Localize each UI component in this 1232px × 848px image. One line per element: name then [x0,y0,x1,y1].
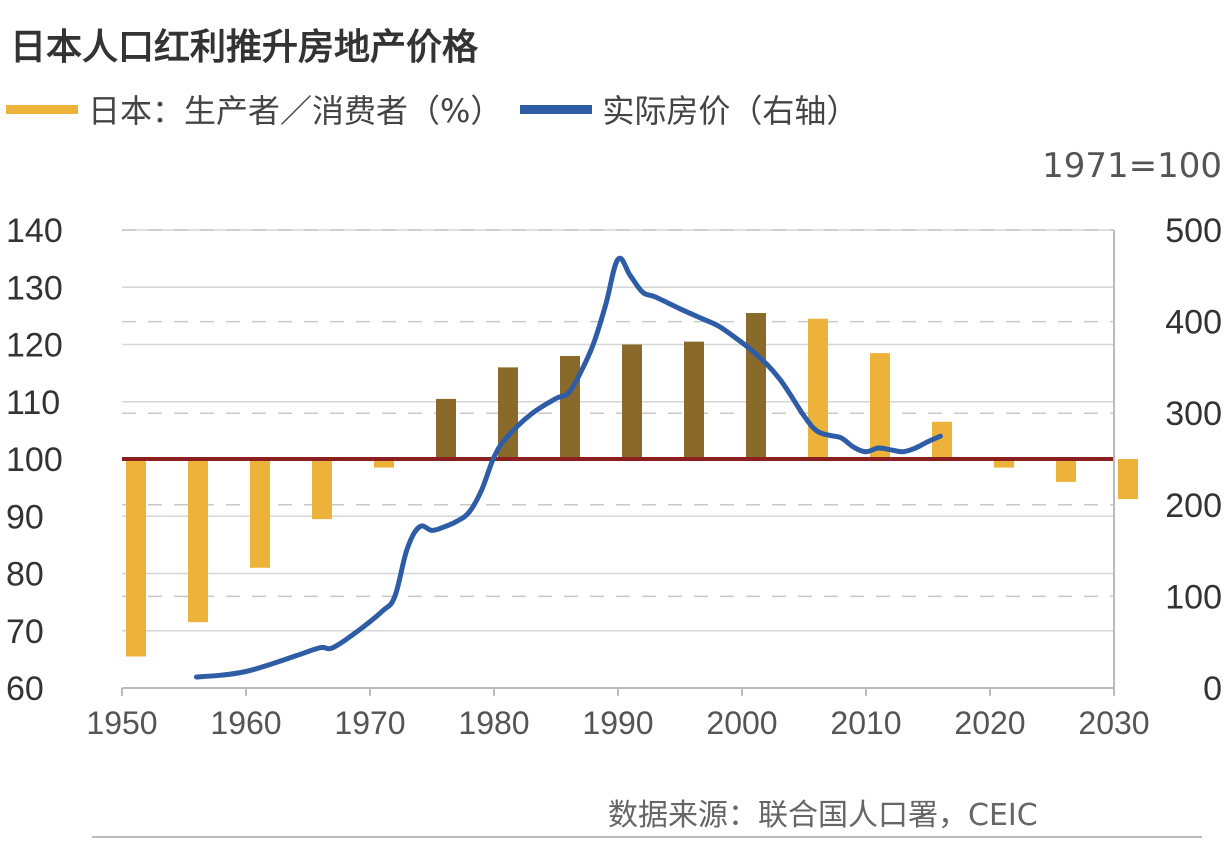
bar-2020 [994,459,1014,468]
bar-series [126,313,1138,657]
x-tick-label-1980: 1980 [458,705,529,741]
bar-1970 [374,459,394,468]
bar-2005 [808,318,828,459]
bar-1980 [498,367,518,459]
bar-2030 [1118,459,1138,500]
x-tick-label-2000: 2000 [706,705,777,741]
y-left-tick-label-90: 90 [6,498,44,536]
bar-2000 [746,313,766,459]
y-left-tick-label-60: 60 [6,670,44,708]
y-right-tick-label-100: 100 [1165,578,1222,616]
y-right-tick-label-500: 500 [1165,212,1222,250]
y-right-tick-label-300: 300 [1165,395,1222,433]
bottom-divider [92,836,1202,838]
legend-swatch-bars [6,104,78,114]
y-left-tick-label-110: 110 [6,384,60,422]
y-left-tick-label-140: 140 [6,212,63,250]
x-tick-label-2010: 2010 [830,705,901,741]
x-tick-label-1970: 1970 [334,705,405,741]
bar-2025 [1056,459,1076,482]
y-left-tick-label-80: 80 [6,556,44,594]
bar-1990 [622,344,642,459]
x-tick-label-2030: 2030 [1078,705,1149,741]
bar-1960 [250,459,270,568]
y-left-tick-label-130: 130 [6,269,63,307]
y-right-tick-label-0: 0 [1203,670,1222,708]
bar-2010 [870,353,890,459]
y-left-tick-label-120: 120 [6,327,63,365]
bar-1995 [684,341,704,459]
x-tick-label-2020: 2020 [954,705,1025,741]
x-tick-label-1990: 1990 [582,705,653,741]
bar-2015 [932,421,952,459]
legend: 日本：生产者／消费者（%） 实际房价（右轴） [6,84,876,134]
bar-1975 [436,398,456,459]
axes: 1950 1960 1970 1980 1990 2000 2010 2020 20306070… [6,212,1222,741]
legend-swatch-line [520,104,593,114]
legend-label-line: 实际房价（右轴） [602,92,859,130]
x-tick-label-1960: 1960 [210,705,281,741]
y-left-tick-label-70: 70 [6,613,44,651]
line-series-group [193,255,943,680]
legend-item-bars: 日本：生产者／消费者（%） [6,86,502,132]
bar-1985 [560,355,580,459]
right-axis-index-note: 1971=100 [1042,146,1222,186]
x-tick-label-1950: 1950 [86,705,157,741]
house-price-line [193,255,943,680]
bar-1955 [188,459,208,623]
data-source: 数据来源：联合国人口署，CEIC [608,798,1038,833]
legend-item-line: 实际房价（右轴） [520,86,858,132]
bar-1965 [312,459,332,520]
y-right-tick-label-400: 400 [1165,304,1222,342]
y-left-tick-label-100: 100 [6,441,63,479]
bar-1950 [126,459,146,657]
legend-label-bars: 日本：生产者／消费者（%） [88,92,503,130]
y-right-tick-label-200: 200 [1165,487,1222,525]
chart-title: 日本人口红利推升房地产价格 [10,27,479,68]
